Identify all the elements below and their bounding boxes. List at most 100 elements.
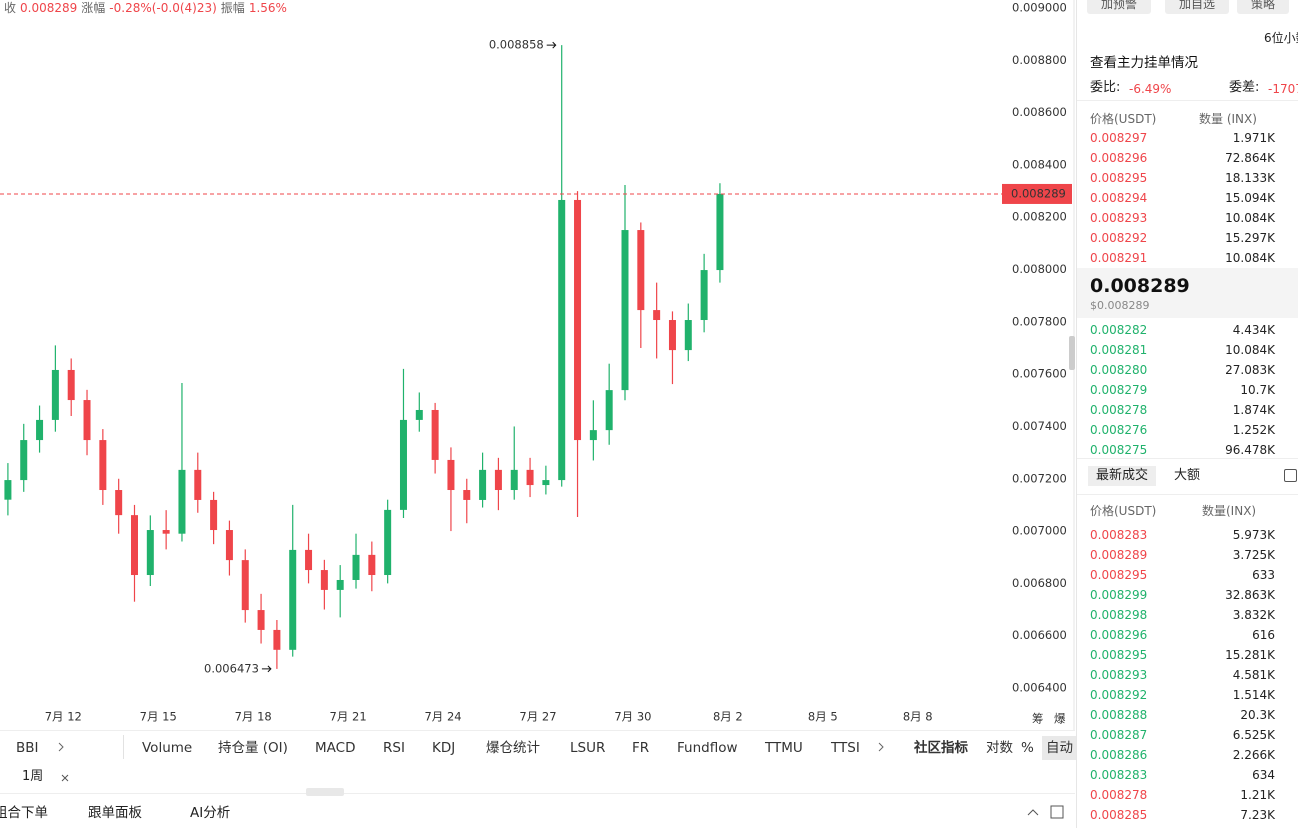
trade-price: 0.008289 xyxy=(1090,548,1148,562)
indicator-tab[interactable]: % xyxy=(1021,740,1034,756)
trade-qty: 3.832K xyxy=(1232,608,1275,622)
indicator-tab[interactable]: 持仓量 (OI) xyxy=(218,740,288,756)
candle-body xyxy=(130,515,138,576)
main-orders-link[interactable]: 查看主力挂单情况 xyxy=(1090,55,1198,71)
candle-body xyxy=(4,480,12,500)
panel-button[interactable]: 策略 xyxy=(1237,0,1290,14)
book-price: 0.008291 xyxy=(1090,251,1148,265)
col-header: 价格(USDT) xyxy=(1090,504,1157,518)
book-price: 0.008275 xyxy=(1090,443,1148,457)
candle-body xyxy=(178,469,186,534)
ratio-value: -6.49% xyxy=(1129,82,1172,96)
trade-qty: 616 xyxy=(1252,628,1275,642)
candle-body xyxy=(463,490,471,500)
trade-qty: 2.266K xyxy=(1232,748,1275,762)
indicator-tab[interactable]: KDJ xyxy=(432,740,456,756)
candle-body xyxy=(479,469,487,500)
candle-body xyxy=(510,469,518,491)
candle-body xyxy=(716,193,724,271)
indicator-tab[interactable]: MACD xyxy=(315,740,356,756)
y-tick-label: 0.007000 xyxy=(1012,524,1067,538)
x-tick-label: 8月 8 xyxy=(903,710,933,724)
y-tick-label: 0.006400 xyxy=(1012,681,1067,695)
indicator-tab[interactable]: RSI xyxy=(383,740,405,756)
candle-body xyxy=(368,554,376,576)
decimals-select[interactable]: 6位小数 xyxy=(1264,31,1298,45)
checkbox[interactable] xyxy=(1284,469,1297,482)
extreme-arrow xyxy=(546,41,557,49)
y-tick-label: 0.008200 xyxy=(1012,210,1067,224)
candle-body xyxy=(99,440,107,491)
book-qty: 72.864K xyxy=(1225,151,1275,165)
candle-body xyxy=(36,419,44,441)
info-change: -0.28%(-0.0(4)23) xyxy=(109,1,217,15)
trade-qty: 1.21K xyxy=(1240,788,1275,802)
footer-tab[interactable]: 跟单面板 xyxy=(88,805,142,821)
drag-handle[interactable] xyxy=(306,788,344,796)
chart: 0.006400 0.006600 0.006800 0.007000 0.007200… xyxy=(0,0,1075,730)
period-tab[interactable]: 1周 xyxy=(22,769,44,784)
trade-price: 0.008283 xyxy=(1090,768,1148,782)
panel-button[interactable]: 加自选 xyxy=(1165,0,1230,14)
indicator-tab[interactable]: 社区指标 xyxy=(914,740,968,756)
extreme-label: 0.008858 xyxy=(489,38,544,52)
candle-body xyxy=(83,400,91,441)
footer-tab[interactable]: 组合下单 xyxy=(0,805,48,821)
info-amp-label: 振幅 xyxy=(220,1,245,15)
trade-price: 0.008287 xyxy=(1090,728,1148,742)
trade-qty: 633 xyxy=(1252,568,1275,582)
trade-qty: 7.23K xyxy=(1240,808,1275,822)
candle-body xyxy=(589,430,597,441)
book-qty: 10.084K xyxy=(1225,211,1275,225)
extreme-label: 0.006473 xyxy=(204,661,259,675)
axis-tool: 爆 xyxy=(1054,712,1066,726)
x-tick-label: 8月 2 xyxy=(713,710,743,724)
trade-price: 0.008295 xyxy=(1090,648,1148,662)
candle-body xyxy=(684,320,692,351)
extreme-arrow xyxy=(261,665,272,673)
trade-tab[interactable]: 大额 xyxy=(1174,468,1201,483)
book-qty: 10.084K xyxy=(1225,251,1275,265)
indicator-tab[interactable]: 对数 xyxy=(986,740,1013,756)
book-price: 0.008296 xyxy=(1090,151,1148,165)
book-price: 0.008282 xyxy=(1090,323,1148,337)
candle-body xyxy=(399,419,407,510)
candle-body xyxy=(352,554,360,580)
collapse-icon[interactable] xyxy=(1026,807,1040,817)
indicator-tab[interactable]: TTMU xyxy=(765,740,803,756)
x-tick-label: 7月 15 xyxy=(140,710,177,724)
book-qty: 1.252K xyxy=(1232,423,1275,437)
trade-tab[interactable]: 最新成交 xyxy=(1088,466,1157,486)
indicator-tab[interactable]: BBI xyxy=(16,740,39,756)
chevron[interactable] xyxy=(56,741,66,753)
y-tick-label: 0.007400 xyxy=(1012,419,1067,433)
last-price-label: 0.008289 xyxy=(1011,186,1066,200)
chevron[interactable] xyxy=(876,741,886,753)
indicator-tab[interactable]: TTSI xyxy=(831,740,860,756)
candle-body xyxy=(542,480,550,486)
candle-body xyxy=(225,530,233,561)
resize-handle[interactable] xyxy=(1069,336,1075,370)
panel-button[interactable]: 加预警 xyxy=(1087,0,1152,14)
indicator-tab[interactable]: FR xyxy=(632,740,650,756)
close-icon[interactable] xyxy=(60,773,70,783)
separator xyxy=(1077,100,1298,101)
indicator-tab[interactable]: LSUR xyxy=(570,740,606,756)
candle-body xyxy=(289,549,297,650)
expand-icon[interactable] xyxy=(1050,805,1064,819)
footer-tab[interactable]: AI分析 xyxy=(190,805,231,821)
x-tick-label: 7月 12 xyxy=(45,710,82,724)
y-tick-label: 0.006600 xyxy=(1012,628,1067,642)
indicator-tab[interactable]: Volume xyxy=(142,740,193,756)
candle-body xyxy=(415,409,423,420)
y-tick-label: 0.007200 xyxy=(1012,471,1067,485)
ratio-label: 委比: xyxy=(1090,80,1121,95)
indicator-tab[interactable]: 爆仓统计 xyxy=(486,740,540,756)
book-qty: 27.083K xyxy=(1225,363,1275,377)
book-price: 0.008293 xyxy=(1090,211,1148,225)
trade-qty: 15.281K xyxy=(1225,648,1275,662)
indicator-tab[interactable]: Fundflow xyxy=(677,740,738,756)
col-header: 价格(USDT) xyxy=(1090,112,1157,126)
indicator-tab[interactable]: 自动 xyxy=(1042,736,1077,760)
book-qty: 15.297K xyxy=(1225,231,1275,245)
